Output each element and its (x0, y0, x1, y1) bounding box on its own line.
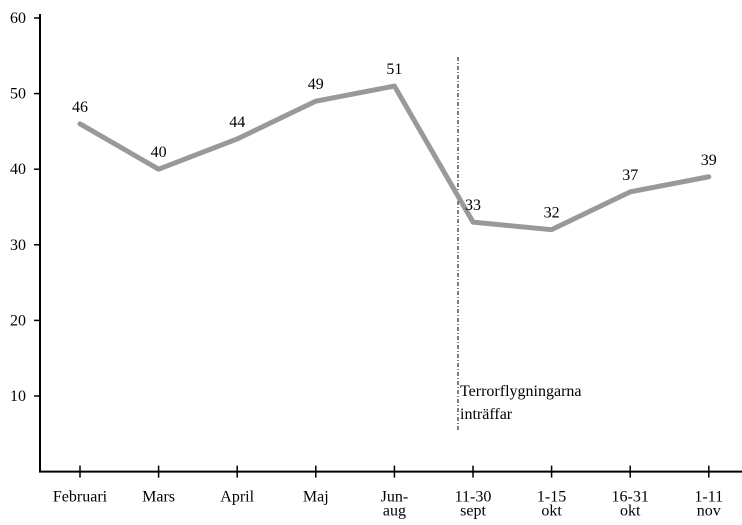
x-tick-label: Maj (303, 489, 329, 506)
value-label: 44 (229, 114, 245, 131)
x-tick-label: April (220, 489, 254, 506)
annotation: Terrorflygningarna inträffar (460, 383, 582, 423)
x-tick-label: 16-31 okt (612, 489, 649, 520)
value-label: 51 (386, 61, 402, 78)
y-tick-label: 50 (10, 86, 26, 103)
series-line (77, 83, 712, 233)
x-tick-label: 1-15 okt (537, 489, 566, 520)
y-tick-label: 10 (10, 388, 26, 405)
y-tick-label: 30 (10, 237, 26, 254)
y-tick-label: 40 (10, 161, 26, 178)
value-label: 40 (151, 144, 167, 161)
x-tick-label: 1-11 nov (694, 489, 723, 520)
value-label: 33 (465, 197, 481, 214)
y-tick-label: 20 (10, 312, 26, 329)
value-label: 49 (308, 76, 324, 93)
value-label: 37 (622, 167, 638, 184)
x-tick-label: Mars (142, 489, 175, 506)
x-tick-label: Februari (53, 489, 108, 506)
value-label: 39 (701, 152, 717, 169)
value-label: 46 (72, 99, 88, 116)
y-tick-label: 60 (10, 10, 26, 27)
x-tick-label: Jun-aug (381, 489, 409, 520)
value-label: 32 (544, 205, 560, 222)
x-tick-label: 11-30 sept (455, 489, 492, 520)
